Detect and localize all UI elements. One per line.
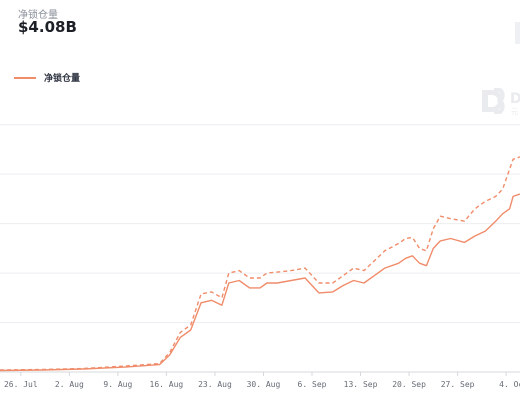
x-tick-label: 20. Sep [392, 380, 426, 389]
chart-legend[interactable]: 净锁仓量 [14, 71, 80, 84]
header-value: $4.08B [18, 18, 77, 36]
x-axis: 26. Jul 2. Aug 9. Aug 16. Aug 23. Aug 30. Aug… [0, 371, 520, 389]
x-tick-label: 13. Sep [344, 380, 378, 389]
series-line-dashed[interactable] [0, 156, 520, 371]
x-tick-label: 27. Sep [441, 380, 475, 389]
watermark-letter: D [510, 91, 520, 107]
x-tick-label: 9. Aug [103, 380, 132, 389]
x-tick-label: 16. Aug [150, 380, 184, 389]
x-tick-label: 6. Sep [298, 380, 327, 389]
x-tick-label: 23. Aug [198, 380, 232, 389]
series-line[interactable] [0, 193, 520, 372]
x-tick-label: 30. Aug [247, 380, 281, 389]
watermark-logo: D 元 [482, 88, 520, 116]
x-tick-label: 26. Jul [4, 380, 38, 389]
legend-swatch [14, 76, 36, 79]
legend-label: 净锁仓量 [44, 74, 81, 84]
x-tick-label: 2. Aug [55, 380, 84, 389]
x-tick-label: 4. Oc [499, 380, 520, 389]
gridlines [0, 124, 520, 373]
series-group [0, 156, 520, 372]
corner-mark [515, 22, 520, 44]
header-label: 净锁仓量 [18, 10, 58, 21]
watermark-sub: 元 [511, 108, 518, 116]
